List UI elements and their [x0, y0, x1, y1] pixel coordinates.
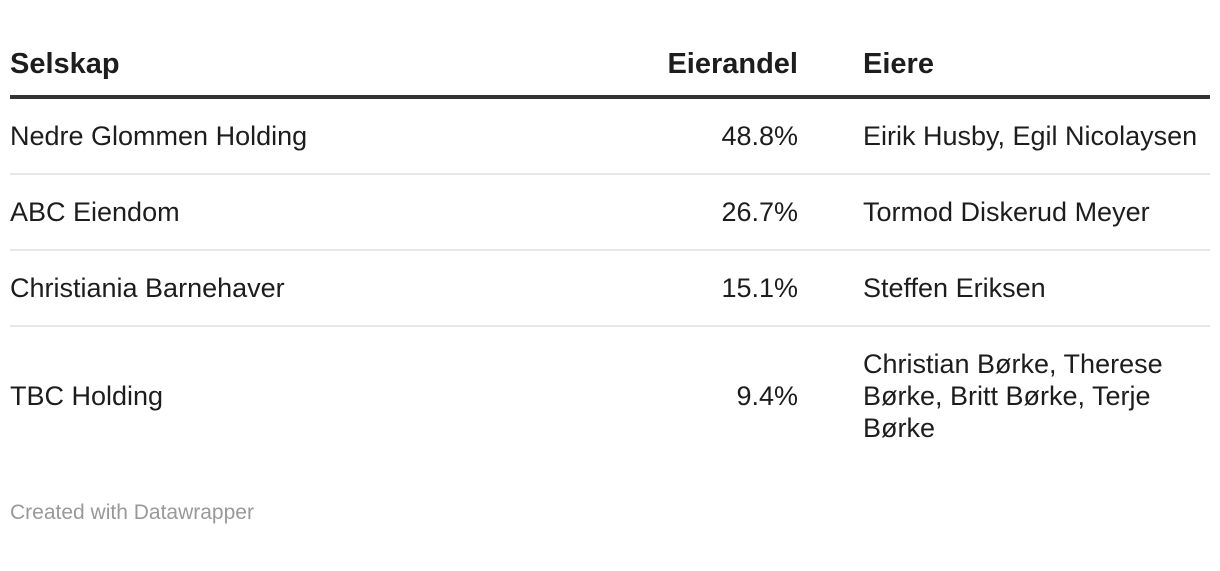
- cell-selskap: ABC Eiendom: [10, 174, 660, 251]
- cell-eiere: Tormod Diskerud Meyer: [798, 174, 1210, 251]
- table-body: Nedre Glommen Holding 48.8% Eirik Husby,…: [10, 97, 1210, 465]
- column-header-eiere: Eiere: [798, 35, 1210, 99]
- table-row: Nedre Glommen Holding 48.8% Eirik Husby,…: [10, 97, 1210, 175]
- table-row: ABC Eiendom 26.7% Tormod Diskerud Meyer: [10, 174, 1210, 251]
- cell-eierandel: 9.4%: [736, 381, 798, 411]
- cell-eiere: Steffen Eriksen: [798, 250, 1210, 327]
- cell-selskap: Christiania Barnehaver: [10, 250, 660, 327]
- table-row: TBC Holding 9.4% Christian Børke, Theres…: [10, 326, 1210, 465]
- cell-eiere: Eirik Husby, Egil Nicolaysen: [798, 97, 1210, 175]
- header-row: Selskap Eierandel Eiere: [10, 35, 1210, 99]
- cell-selskap: Nedre Glommen Holding: [10, 97, 660, 175]
- cell-eiere: Christian Børke, Therese Børke, Britt Bø…: [863, 349, 1163, 443]
- cell-eierandel: 15.1%: [660, 250, 798, 327]
- column-header-selskap: Selskap: [10, 35, 660, 99]
- table-row: Christiania Barnehaver 15.1% Steffen Eri…: [10, 250, 1210, 327]
- ownership-table: Selskap Eierandel Eiere Nedre Glommen Ho…: [10, 35, 1210, 465]
- cell-eierandel: 26.7%: [660, 174, 798, 251]
- table-header: Selskap Eierandel Eiere: [10, 35, 1210, 99]
- datawrapper-credit-link[interactable]: Created with Datawrapper: [10, 501, 254, 524]
- cell-selskap: TBC Holding: [10, 381, 164, 411]
- column-header-eierandel: Eierandel: [660, 35, 798, 99]
- cell-eierandel: 48.8%: [660, 97, 798, 175]
